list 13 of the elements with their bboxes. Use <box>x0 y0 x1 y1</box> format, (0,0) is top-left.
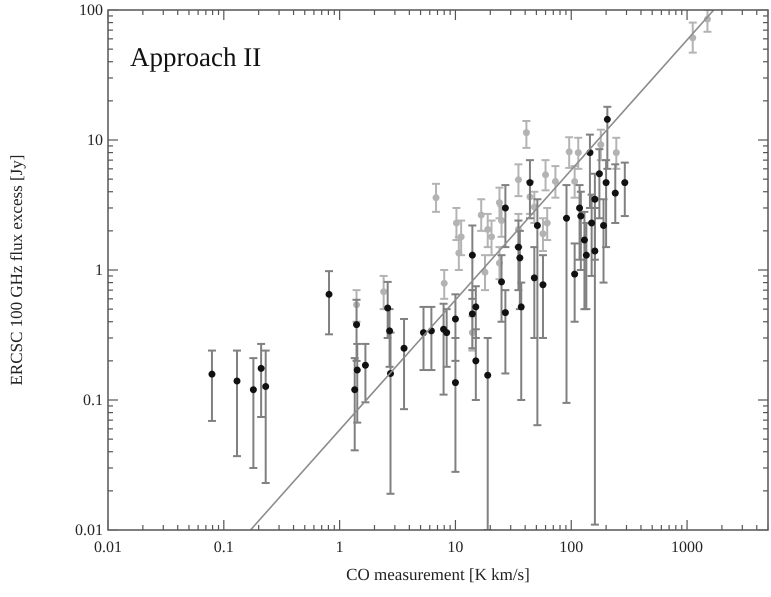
x-tick-label: 0.1 <box>214 539 234 556</box>
y-tick-label: 10 <box>87 132 103 149</box>
y-axis-title: ERCSC 100 GHz flux excess [Jy] <box>7 154 26 386</box>
x-tick-label: 1000 <box>671 539 704 556</box>
y-tick-label: 1 <box>95 262 103 279</box>
annotation: Approach II <box>130 42 262 72</box>
x-tick-label: 10 <box>447 539 464 556</box>
y-tick-label: 0.1 <box>83 392 103 409</box>
y-tick-label: 100 <box>79 2 103 19</box>
y-tick-label: 0.01 <box>75 522 103 539</box>
x-axis-title: CO measurement [K km/s] <box>346 565 530 584</box>
x-tick-label: 1 <box>336 539 344 556</box>
x-tick-label: 100 <box>559 539 584 556</box>
